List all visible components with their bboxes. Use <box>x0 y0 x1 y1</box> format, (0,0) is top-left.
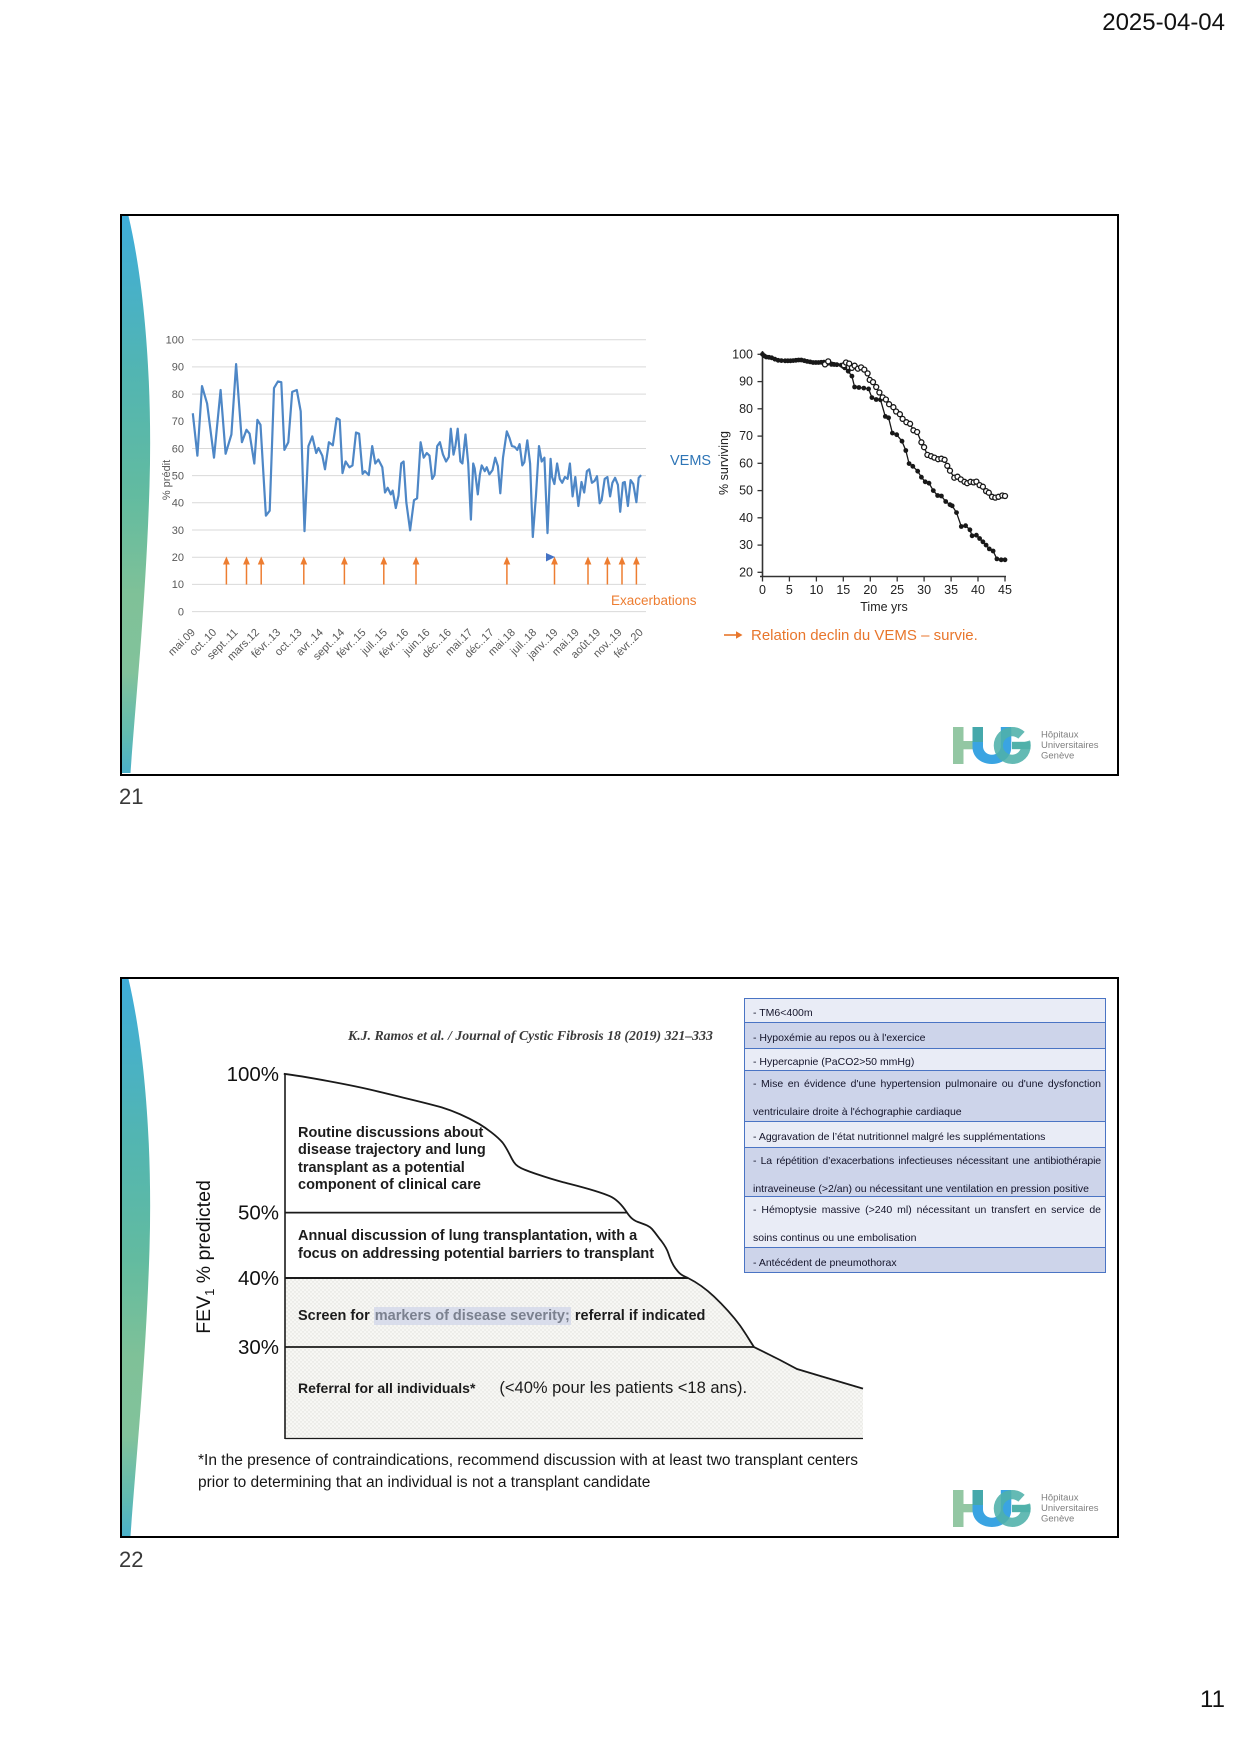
svg-text:90: 90 <box>739 375 753 389</box>
svg-text:10: 10 <box>172 579 184 591</box>
svg-text:Relation declin du VEMS – surv: Relation declin du VEMS – survie. <box>751 627 978 644</box>
svg-text:100: 100 <box>166 335 184 347</box>
svg-text:70: 70 <box>172 416 184 428</box>
svg-text:100%: 100% <box>227 1063 279 1086</box>
svg-text:0: 0 <box>178 606 184 618</box>
svg-text:10: 10 <box>809 583 823 597</box>
svg-text:40: 40 <box>739 511 753 525</box>
svg-text:60: 60 <box>172 443 184 455</box>
svg-text:70: 70 <box>739 429 753 443</box>
svg-text:40: 40 <box>971 583 985 597</box>
svg-text:VEMS: VEMS <box>670 453 711 469</box>
svg-text:FEV1 % predicted: FEV1 % predicted <box>193 1180 217 1334</box>
svg-text:Universitaires: Universitaires <box>1041 740 1099 751</box>
svg-text:Universitaires: Universitaires <box>1041 1503 1099 1514</box>
svg-text:60: 60 <box>739 456 753 470</box>
svg-text:30: 30 <box>739 538 753 552</box>
svg-text:40%: 40% <box>238 1267 279 1290</box>
svg-text:50: 50 <box>739 484 753 498</box>
svg-text:20: 20 <box>739 565 753 579</box>
svg-text:100: 100 <box>732 347 753 361</box>
svg-text:Hôpitaux: Hôpitaux <box>1041 1493 1079 1504</box>
svg-text:35: 35 <box>944 583 958 597</box>
svg-text:30: 30 <box>917 583 931 597</box>
svg-text:% surviving: % surviving <box>717 431 731 495</box>
svg-text:15: 15 <box>836 583 850 597</box>
svg-text:5: 5 <box>786 583 793 597</box>
svg-text:40: 40 <box>172 498 184 510</box>
svg-text:Exacerbations: Exacerbations <box>611 593 697 608</box>
svg-text:50%: 50% <box>238 1202 279 1225</box>
svg-text:20: 20 <box>863 583 877 597</box>
svg-text:30%: 30% <box>238 1336 279 1359</box>
svg-text:30: 30 <box>172 525 184 537</box>
svg-text:80: 80 <box>739 402 753 416</box>
svg-text:80: 80 <box>172 389 184 401</box>
svg-text:Genève: Genève <box>1041 751 1074 762</box>
svg-text:Hôpitaux: Hôpitaux <box>1041 730 1079 741</box>
svg-text:25: 25 <box>890 583 904 597</box>
svg-text:90: 90 <box>172 362 184 374</box>
svg-text:45: 45 <box>998 583 1012 597</box>
svg-text:Time yrs: Time yrs <box>860 600 907 614</box>
svg-text:% prédit: % prédit <box>161 460 173 500</box>
svg-text:20: 20 <box>172 552 184 564</box>
svg-text:Genève: Genève <box>1041 1514 1074 1525</box>
svg-text:0: 0 <box>759 583 766 597</box>
svg-text:50: 50 <box>172 470 184 482</box>
